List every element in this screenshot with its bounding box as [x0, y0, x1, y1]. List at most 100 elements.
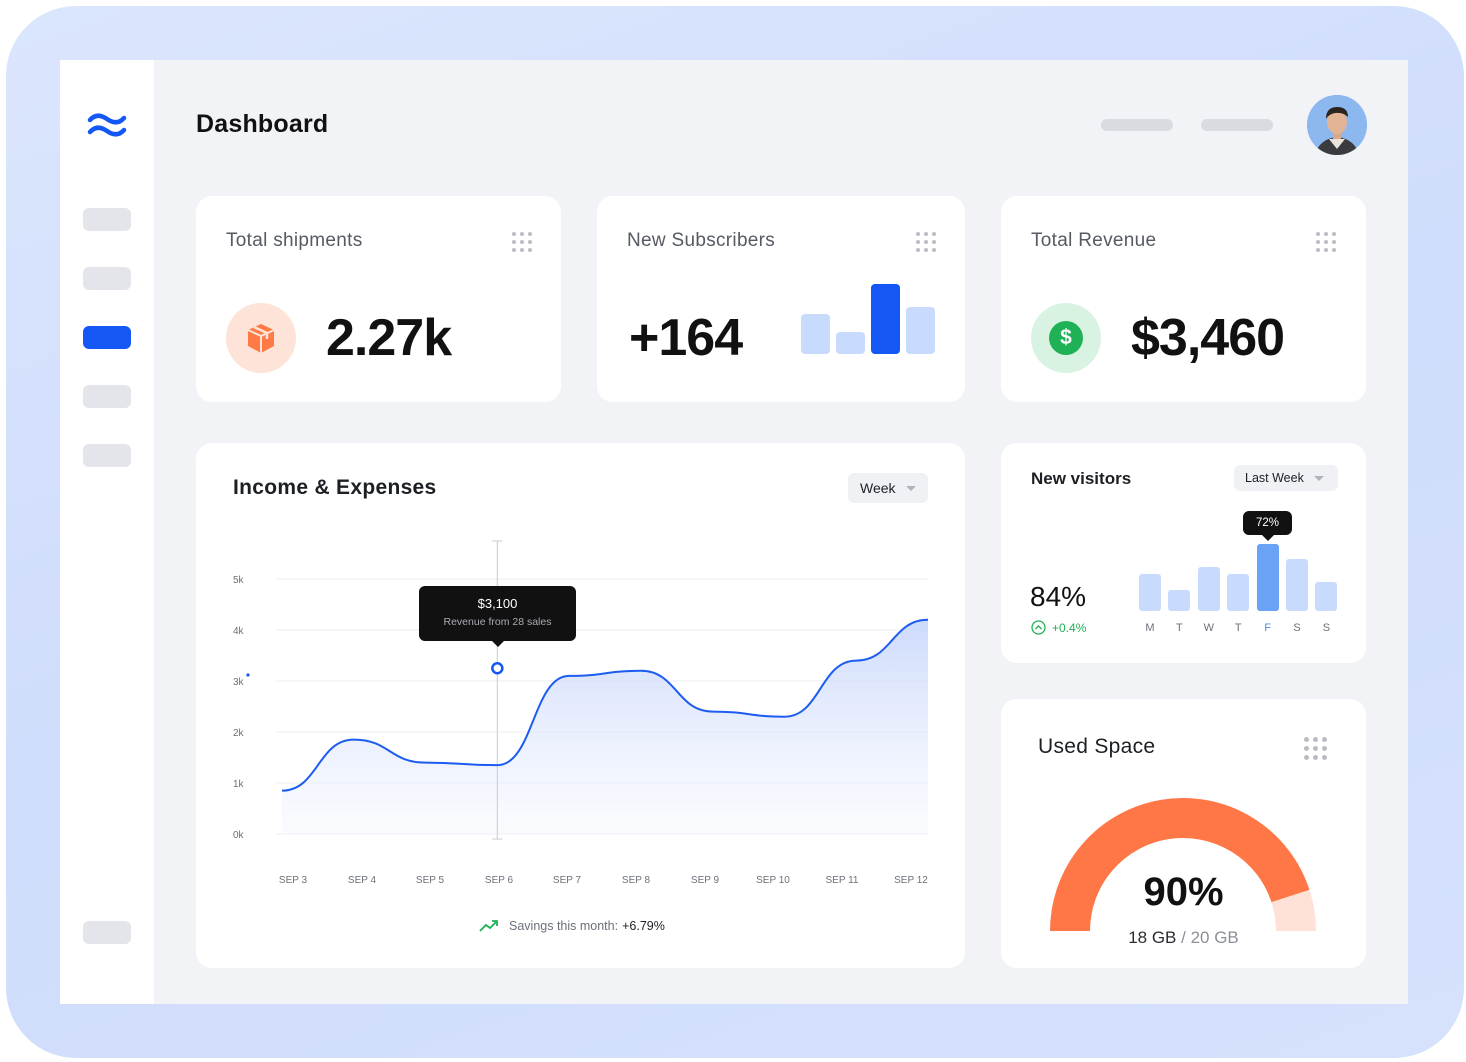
card-new-subscribers: New Subscribers +164 — [597, 196, 965, 402]
subscribers-bar — [906, 307, 935, 354]
card-total-shipments: Total shipments 2.27k — [196, 196, 561, 402]
wave-logo-icon[interactable] — [87, 110, 127, 140]
dollar-icon: $ — [1031, 303, 1101, 373]
chart-title: Income & Expenses — [233, 476, 437, 499]
x-tick-label: SEP 11 — [826, 875, 859, 886]
avatar-portrait-icon — [1307, 95, 1367, 155]
card-used-space: Used Space 90% 18 GB / 20 GB — [1001, 699, 1366, 968]
more-dots-icon[interactable] — [1316, 232, 1336, 252]
dollar-symbol: $ — [1049, 321, 1083, 355]
y-tick-label: 3k — [233, 677, 245, 688]
card-new-visitors: New visitors Last Week 84% +0.4% M T W T F S S… — [1001, 443, 1366, 663]
space-percent: 90% — [1143, 870, 1224, 914]
series-line — [281, 618, 929, 792]
x-tick-label: SEP 10 — [756, 875, 790, 886]
chevron-down-icon — [1313, 475, 1324, 481]
visitors-bar — [1227, 574, 1250, 611]
card-title: New visitors — [1031, 469, 1132, 488]
sidebar-item-1[interactable] — [83, 208, 131, 231]
gauge-used-arc — [1050, 798, 1310, 932]
x-tick-label: SEP 6 — [485, 875, 514, 886]
card-title: Used Space — [1038, 735, 1156, 758]
avatar[interactable] — [1307, 95, 1367, 155]
more-dots-icon[interactable] — [916, 232, 936, 252]
page-title: Dashboard — [196, 110, 329, 138]
visitors-change-value: +0.4% — [1052, 620, 1087, 635]
y-tick-label: 4k — [233, 626, 245, 637]
area-fill — [282, 619, 928, 834]
visitors-percent: 84% — [1030, 581, 1087, 612]
sidebar-item-bottom[interactable] — [83, 921, 131, 944]
space-total: 20 GB — [1190, 928, 1239, 947]
visitors-day-label: F — [1264, 622, 1271, 634]
sidebar-item-5[interactable] — [83, 444, 131, 467]
trend-up-icon — [479, 920, 498, 932]
x-tick-label: SEP 7 — [553, 875, 582, 886]
header-placeholder-1[interactable] — [1101, 119, 1173, 131]
sidebar-item-active[interactable] — [83, 326, 131, 349]
subscribers-bar — [871, 284, 900, 354]
y-tick-label: 0k — [233, 830, 245, 841]
visitors-day-label: T — [1234, 622, 1242, 634]
header-placeholder-2[interactable] — [1201, 119, 1273, 131]
visitors-day-label: S — [1293, 622, 1301, 634]
savings-label: Savings this month: — [509, 919, 619, 933]
more-dots-icon[interactable] — [512, 232, 532, 252]
visitors-period-select[interactable]: Last Week — [1234, 465, 1338, 491]
subscribers-mini-bars — [801, 284, 937, 354]
x-tick-label: SEP 4 — [348, 875, 377, 886]
revenue-value: $3,460 — [1131, 309, 1285, 367]
y-tick-label: 1k — [233, 779, 245, 790]
income-area-chart[interactable]: 0k 1k 2k 3k 4k 5k SEP 3 SEP 4 SEP 5 SEP 6 SEP 7 SEP… — [196, 443, 965, 903]
visitors-tooltip: 72% — [1243, 511, 1292, 541]
savings-value: +6.79% — [622, 919, 665, 933]
card-title: New Subscribers — [627, 230, 776, 251]
arrow-up-circle-icon — [1031, 620, 1046, 635]
more-dots-icon[interactable] — [1304, 737, 1327, 760]
card-total-revenue: Total Revenue $ $3,460 — [1001, 196, 1366, 402]
tooltip-value: $3,100 — [477, 596, 518, 611]
space-usage: 18 GB / 20 GB — [1001, 928, 1366, 948]
gauge-free-arc — [1271, 889, 1316, 932]
space-used: 18 GB — [1128, 928, 1177, 947]
visitors-day-label: W — [1203, 622, 1214, 634]
visitors-change: +0.4% — [1031, 620, 1086, 635]
sidebar-item-4[interactable] — [83, 385, 131, 408]
visitors-day-label: T — [1176, 622, 1183, 634]
visitors-bar — [1168, 590, 1191, 611]
visitors-bar — [1286, 558, 1308, 611]
marker-point — [491, 662, 504, 675]
x-tick-label: SEP 3 — [279, 875, 308, 886]
x-tick-label: SEP 5 — [416, 875, 445, 886]
subscribers-bar — [801, 314, 830, 354]
savings-note: Savings this month: +6.79% — [479, 919, 665, 933]
visitors-day-label: M — [1145, 622, 1155, 634]
chevron-down-icon — [905, 485, 916, 491]
period-label: Week — [860, 480, 896, 496]
space-separator: / — [1176, 928, 1191, 947]
visitors-bar — [1139, 574, 1161, 611]
period-select[interactable]: Week — [848, 473, 928, 503]
axis-dot — [246, 673, 250, 677]
visitors-bars — [1139, 544, 1343, 611]
shipments-value: 2.27k — [326, 309, 452, 367]
package-icon — [226, 303, 296, 373]
used-space-gauge — [1050, 798, 1316, 932]
tooltip-subtext: Revenue from 28 sales — [443, 616, 552, 628]
card-income-expenses: Income & Expenses Week 0k 1k 2k 3k 4k 5k SEP 3… — [196, 443, 965, 968]
visitors-bar — [1256, 544, 1279, 611]
subscribers-bar — [836, 332, 865, 354]
y-tick-label: 5k — [233, 575, 245, 586]
sidebar-item-2[interactable] — [83, 267, 131, 290]
sidebar — [60, 60, 154, 1004]
period-label: Last Week — [1245, 471, 1304, 485]
visitors-bar — [1197, 566, 1220, 611]
chart-tooltip: $3,100 Revenue from 28 sales — [419, 586, 576, 647]
subscribers-value: +164 — [629, 309, 743, 367]
x-tick-label: SEP 12 — [894, 875, 928, 886]
dashboard-screen: Dashboard Total shipments 2.27k New Subs… — [60, 60, 1408, 1004]
card-title: Total Revenue — [1031, 230, 1157, 251]
visitors-day-label: S — [1322, 622, 1331, 634]
visitors-bar — [1315, 582, 1338, 611]
